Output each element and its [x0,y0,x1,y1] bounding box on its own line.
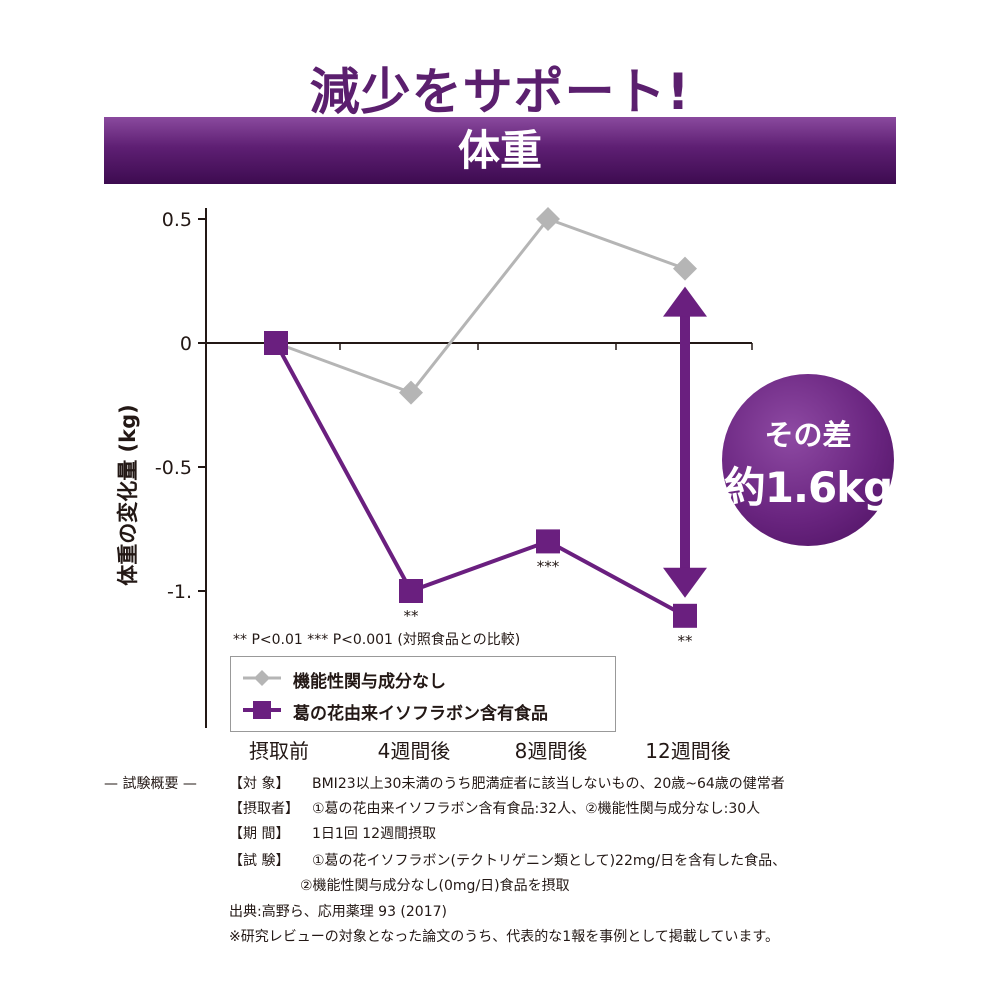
y-tick-label-0: 0.5 [162,209,192,231]
title-banner: 体重 [104,117,896,184]
y-tick-label-3: -1. [167,581,192,603]
series-1-point-1 [399,579,423,603]
notes-test-label: 【試 験】 [229,853,290,869]
significance-mark-1: ** [404,607,420,625]
notes-source: 出典:高野ら、応用薬理 93 (2017) [229,904,447,920]
legend-item-control: 機能性関与成分なし [231,663,615,693]
legend-diamond-icon [243,670,281,686]
difference-label-1: その差 [764,418,852,452]
legend-label-control: 機能性関与成分なし [293,672,446,692]
notes-intake-label: 【摂取者】 [229,801,299,817]
y-axis-label: 体重の変化量 (kg) [116,404,140,586]
notes-period: 1日1回 12週間摂取 [312,826,437,842]
series-0-point-1 [399,380,423,405]
notes-subject-label: 【対 象】 [229,776,290,792]
legend-label-test: 葛の花由来イソフラボン含有食品 [293,704,548,724]
series-1-point-0 [264,331,288,355]
difference-arrow-head-bottom [663,567,707,598]
series-0-point-2 [536,207,560,231]
y-tick-label-1: 0 [180,333,192,355]
y-tick-label-2: -0.5 [155,457,192,479]
notes-header: — 試験概要 — [104,776,197,792]
legend-square-icon [243,701,281,719]
difference-arrow-shaft [680,312,690,572]
legend-item-test: 葛の花由来イソフラボン含有食品 [231,695,615,725]
x-category-label-0: 摂取前 [249,739,309,763]
notes-subject: BMI23以上30未満のうち肥満症者に該当しないもの、20歳~64歳の健常者 [312,776,785,792]
x-category-label-1: 4週間後 [378,739,451,763]
headline: 減少をサポート! [309,63,691,121]
series-line-0 [275,217,686,395]
x-category-label-3: 12週間後 [645,739,730,763]
significance-note: ** P<0.01 *** P<0.001 (対照食品との比較) [233,632,521,648]
significance-mark-2: *** [537,557,560,575]
notes-period-label: 【期 間】 [229,826,290,842]
series-0-point-3 [673,256,697,281]
legend: 機能性関与成分なし 葛の花由来イソフラボン含有食品 [230,656,616,732]
notes-test-1: ①葛の花イソフラボン(テクトリゲニン類として)22mg/日を含有した食品、 [312,853,787,869]
x-category-label-2: 8週間後 [515,739,588,763]
series-1-point-3 [673,603,697,628]
difference-arrow-head-top [663,286,707,317]
difference-callout: その差 約1.6kg [722,374,894,546]
series-line-1 [274,342,686,618]
notes-intake: ①葛の花由来イソフラボン含有食品:32人、②機能性関与成分なし:30人 [312,801,761,817]
notes-remark: ※研究レビューの対象となった論文のうち、代表的な1報を事例として掲載しています。 [229,929,779,945]
difference-label-2: 約1.6kg [723,463,893,512]
notes-test-2: ②機能性関与成分なし(0mg/日)食品を摂取 [300,878,570,894]
series-1-point-2 [536,529,560,554]
significance-mark-3: ** [678,632,694,650]
